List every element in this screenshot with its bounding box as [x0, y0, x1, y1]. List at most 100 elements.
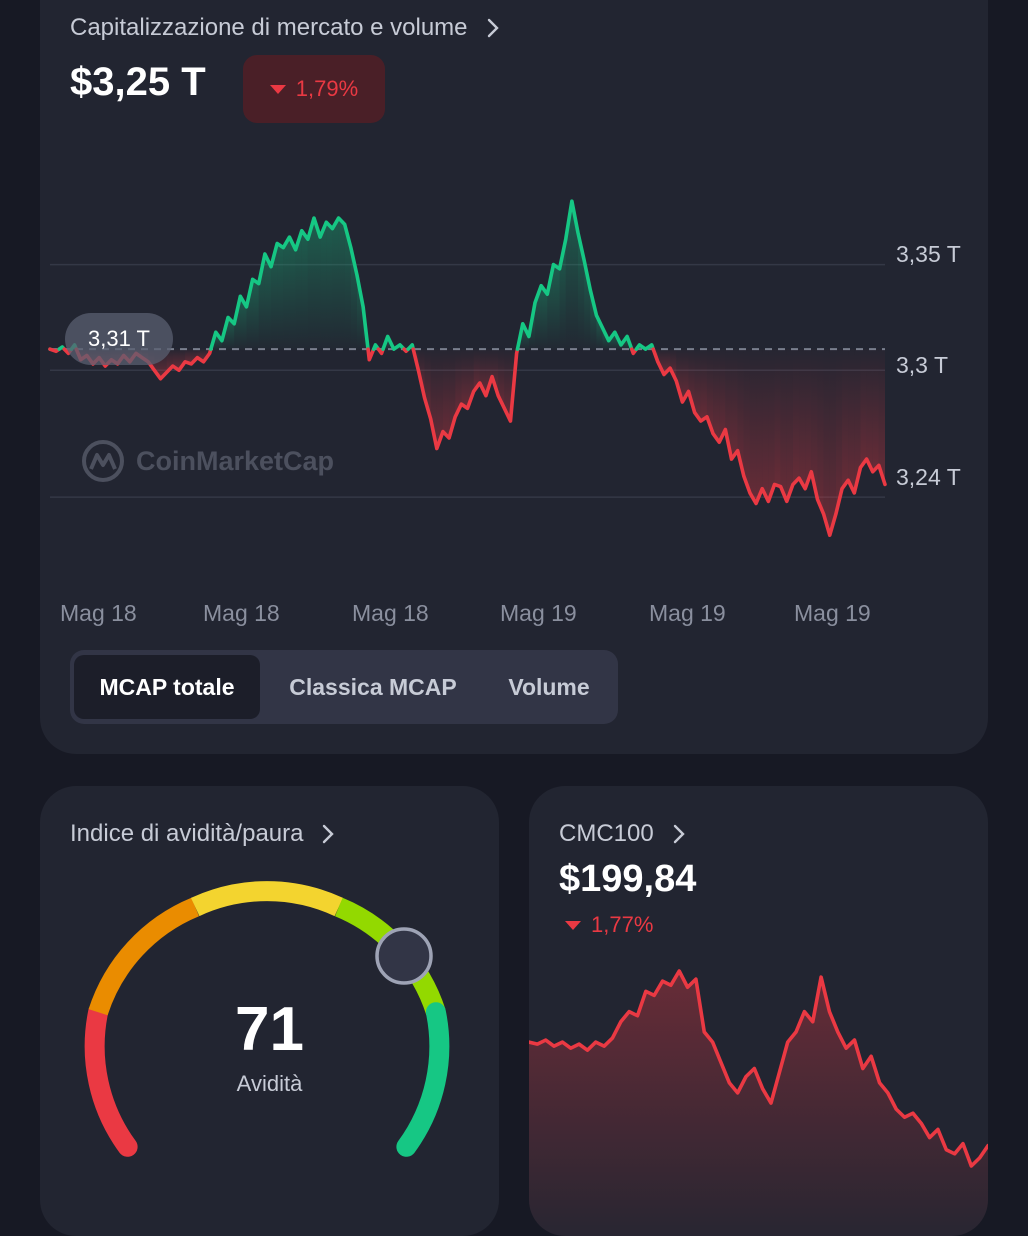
area-fill: [485, 349, 493, 396]
area-fill: [498, 349, 505, 409]
area-fill: [792, 349, 800, 485]
arrow-down-icon: [565, 920, 581, 930]
area-fill: [529, 971, 988, 1236]
area-fill: [737, 349, 744, 476]
area-fill: [596, 315, 603, 350]
area-fill: [264, 254, 272, 350]
area-fill: [541, 285, 548, 350]
area-fill: [817, 349, 824, 515]
area-fill: [854, 349, 861, 493]
series-line: [529, 969, 988, 1168]
coinmarketcap-logo-icon: [82, 440, 124, 482]
x-tick-label: Mag 19: [649, 600, 726, 626]
chart-tabs: MCAP totale Classica MCAP Volume: [70, 650, 618, 724]
area-fill: [774, 349, 781, 487]
area-fill: [590, 289, 597, 350]
area-fill: [835, 349, 843, 515]
chevron-right-icon: [673, 824, 685, 844]
cmc100-chart: [529, 969, 988, 1236]
area-fill: [504, 349, 511, 422]
market-cap-value: $3,25 T: [70, 60, 206, 104]
area-fill: [449, 349, 456, 438]
x-tick-label: Mag 18: [60, 600, 137, 626]
area-fill: [289, 237, 296, 350]
area-fill: [252, 279, 259, 350]
market-cap-title-link[interactable]: Capitalizzazione di mercato e volume: [70, 14, 504, 42]
area-fill: [811, 349, 818, 500]
area-fill: [338, 218, 345, 350]
area-fill: [756, 349, 763, 504]
gauge-indicator: [375, 927, 433, 985]
area-fill: [246, 279, 253, 350]
series-line-up: [209, 216, 370, 351]
area-fill: [872, 349, 879, 472]
cmc100-title: CMC100: [559, 820, 654, 847]
area-fill: [271, 243, 278, 350]
area-fill: [878, 349, 885, 485]
series-line-up: [634, 343, 656, 351]
cmc100-change-row: 1,77%: [565, 912, 653, 938]
series-line-down: [366, 347, 376, 362]
series-line-up: [515, 199, 634, 351]
area-fill: [799, 349, 806, 489]
series-line-down: [651, 347, 887, 538]
fear-greed-label: Avidità: [236, 1071, 303, 1096]
area-fill: [823, 349, 830, 536]
x-tick-label: Mag 18: [352, 600, 429, 626]
area-fill: [517, 323, 523, 350]
area-fill: [731, 349, 738, 460]
market-cap-chart: [48, 199, 887, 538]
fear-greed-title-link[interactable]: Indice di avidità/paura: [70, 820, 339, 848]
area-fill: [455, 349, 462, 417]
fear-greed-card[interactable]: Indice di avidità/paura 71 Avidità: [40, 786, 499, 1236]
area-fill: [780, 349, 787, 502]
area-fill: [571, 201, 579, 350]
y-tick-label: 3,24 T: [896, 464, 961, 490]
area-fill: [344, 224, 351, 350]
area-fill: [805, 349, 812, 489]
market-cap-change-badge: 1,79%: [243, 55, 385, 123]
x-tick-label: Mag 19: [794, 600, 871, 626]
area-fill: [473, 349, 480, 392]
area-fill: [277, 243, 284, 350]
area-fill: [676, 349, 683, 402]
area-fill: [706, 349, 714, 434]
fear-greed-title: Indice di avidità/paura: [70, 820, 304, 847]
cmc100-change: 1,77%: [591, 912, 654, 937]
area-fill: [240, 296, 247, 350]
area-fill: [743, 349, 750, 493]
market-cap-title: Capitalizzazione di mercato e volume: [70, 14, 468, 41]
area-fill: [866, 349, 873, 472]
area-fill: [860, 349, 867, 468]
area-fill: [584, 260, 591, 350]
cmc100-card[interactable]: CMC100 $199,84 1,77%: [529, 786, 988, 1236]
area-fill: [356, 275, 364, 350]
area-fill: [332, 218, 339, 350]
area-fill: [301, 230, 308, 350]
area-fill: [442, 349, 450, 438]
x-tick-label: Mag 18: [203, 600, 280, 626]
cmc100-value: $199,84: [559, 858, 697, 900]
series-line-up: [381, 334, 406, 351]
cmc100-title-link[interactable]: CMC100: [559, 820, 690, 848]
tab-volume[interactable]: Volume: [508, 673, 590, 700]
market-cap-change: 1,79%: [295, 76, 359, 101]
area-fill: [547, 264, 554, 350]
area-fill: [307, 218, 315, 350]
fear-greed-value: 71: [235, 995, 304, 1064]
area-fill: [829, 349, 836, 536]
area-fill: [670, 349, 677, 381]
y-tick-label: 3,35 T: [896, 241, 961, 267]
coinmarketcap-watermark: CoinMarketCap: [80, 438, 334, 484]
gauge-segment-red: [84, 1002, 138, 1157]
tab-classica-mcap[interactable]: Classica MCAP: [289, 673, 457, 700]
area-fill: [578, 232, 585, 350]
area-fill: [848, 349, 855, 493]
tab-mcap-totale[interactable]: MCAP totale: [74, 655, 260, 719]
area-fill: [749, 349, 757, 504]
area-fill: [228, 317, 235, 350]
gauge-segment-orange: [88, 897, 200, 1016]
series-line-down: [411, 347, 520, 451]
area-fill: [842, 349, 849, 489]
area-fill: [786, 349, 793, 502]
